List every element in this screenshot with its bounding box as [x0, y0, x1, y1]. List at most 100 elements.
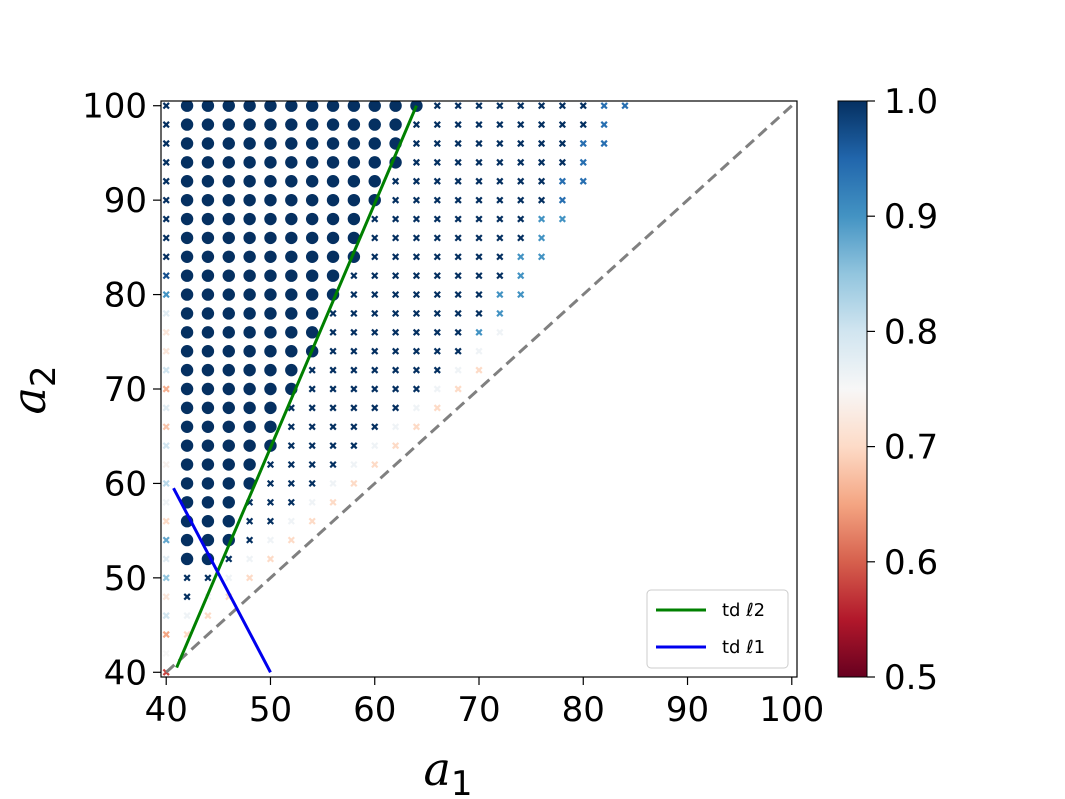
data-point-large: [285, 175, 298, 188]
data-point-small: [412, 328, 421, 336]
data-point-small: [475, 272, 483, 280]
data-point-small: [517, 234, 525, 242]
legend-label-td-l2: td ℓ2: [722, 600, 765, 621]
line-td-l2: [175, 105, 418, 669]
data-point-small: [433, 385, 441, 393]
data-point-large: [326, 231, 340, 245]
data-point-small: [475, 234, 483, 242]
data-point-small: [204, 612, 212, 620]
data-point-small: [558, 177, 566, 185]
data-point-small: [162, 366, 170, 374]
data-point-small: [558, 196, 566, 204]
data-point-large: [201, 307, 215, 320]
data-point-large: [347, 137, 361, 150]
data-point-small: [475, 102, 483, 110]
colorbar-tick-label: 1.0: [884, 82, 938, 122]
data-point-large: [222, 156, 235, 169]
data-point-large: [368, 175, 381, 188]
data-point-small: [475, 196, 483, 204]
data-point-large: [347, 193, 361, 207]
data-point-small: [162, 328, 170, 336]
data-point-small: [433, 158, 441, 166]
data-point-large: [180, 326, 194, 339]
data-point-large: [180, 458, 194, 471]
data-point-large: [264, 382, 277, 396]
data-point-small: [475, 328, 483, 336]
data-point-large: [305, 175, 319, 188]
data-point-small: [392, 309, 400, 318]
data-point-large: [201, 326, 215, 339]
data-point-large: [305, 231, 319, 245]
data-point-small: [308, 460, 316, 469]
data-point-large: [201, 137, 215, 150]
data-point-small: [225, 555, 233, 563]
data-point-large: [264, 156, 277, 169]
data-point-large: [285, 345, 298, 358]
data-point-small: [454, 215, 462, 223]
data-point-small: [454, 309, 462, 318]
data-point-large: [180, 101, 194, 112]
data-point-small: [350, 328, 358, 336]
data-point-small: [558, 102, 566, 110]
data-point-large: [305, 101, 319, 112]
data-point-small: [162, 612, 170, 620]
data-point-large: [243, 156, 256, 169]
y-axis-label: a2: [2, 365, 64, 414]
data-point-small: [287, 479, 295, 488]
data-point-large: [180, 118, 194, 131]
data-point-large: [326, 137, 340, 150]
data-point-large: [201, 514, 215, 528]
data-point-large: [326, 269, 340, 282]
data-point-large: [180, 175, 194, 188]
data-point-large: [222, 307, 235, 320]
data-point-small: [454, 290, 462, 299]
data-point-large: [180, 345, 194, 358]
data-point-large: [305, 269, 319, 282]
data-point-small: [371, 328, 379, 336]
data-point-small: [537, 139, 546, 148]
data-point-small: [412, 234, 421, 242]
data-point-large: [264, 326, 277, 339]
data-point-large: [180, 250, 194, 264]
data-point-small: [308, 517, 316, 525]
data-point-large: [243, 439, 256, 452]
data-point-large: [180, 401, 194, 415]
data-point-large: [180, 137, 194, 150]
data-point-small: [475, 121, 483, 129]
y-tick-label: 40: [104, 653, 147, 693]
x-tick-label: 80: [562, 690, 605, 730]
data-point-small: [371, 290, 379, 299]
data-point-small: [496, 290, 504, 299]
data-point-small: [350, 385, 358, 393]
data-point-small: [517, 253, 525, 261]
data-point-small: [287, 517, 295, 525]
data-point-small: [350, 442, 358, 450]
data-point-large: [201, 175, 215, 188]
data-point-small: [329, 347, 337, 355]
data-point-small: [162, 234, 170, 242]
data-point-small: [266, 479, 275, 488]
data-point-large: [285, 307, 298, 320]
data-point-large: [305, 193, 319, 207]
data-point-large: [243, 193, 256, 207]
data-point-small: [266, 460, 275, 469]
data-point-small: [496, 215, 504, 223]
data-point-small: [287, 442, 295, 450]
data-point-small: [454, 102, 462, 110]
data-point-small: [558, 139, 566, 148]
data-point-small: [475, 347, 483, 355]
data-point-small: [392, 196, 400, 204]
data-point-small: [162, 649, 170, 657]
data-point-small: [412, 385, 421, 393]
data-point-large: [180, 420, 194, 433]
data-point-small: [162, 309, 170, 318]
data-point-small: [162, 385, 170, 393]
legend: td ℓ2 td ℓ1: [646, 589, 789, 669]
data-point-large: [264, 363, 277, 377]
data-point-small: [371, 253, 379, 261]
colorbar-tick-label: 0.6: [884, 543, 938, 583]
data-point-small: [496, 139, 504, 148]
data-point-large: [264, 118, 277, 131]
data-point-small: [162, 442, 170, 450]
